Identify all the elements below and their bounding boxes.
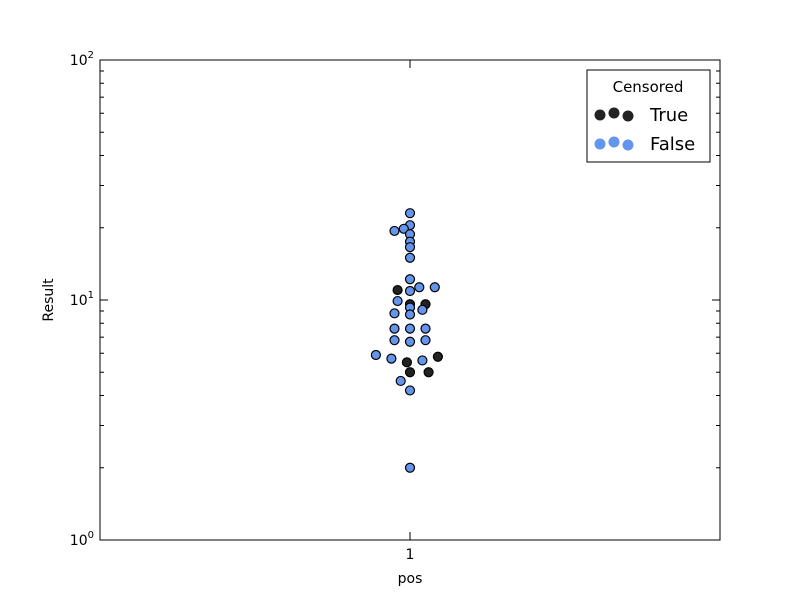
plot-area <box>370 208 443 473</box>
y-axis-label: Result <box>41 278 57 322</box>
legend-label: False <box>650 134 695 155</box>
legend-entries: True False <box>594 105 695 155</box>
legend-label: True <box>649 105 688 126</box>
data-point <box>404 385 416 396</box>
data-point <box>404 309 416 320</box>
legend: Censored True False <box>586 69 711 163</box>
data-point <box>392 284 403 296</box>
data-point <box>404 274 416 285</box>
data-point <box>420 323 431 334</box>
data-point <box>404 462 416 473</box>
data-point <box>401 357 412 368</box>
legend-marker <box>608 136 620 148</box>
data-point <box>389 308 400 319</box>
legend-marker <box>622 110 634 122</box>
data-point <box>389 225 400 237</box>
data-point <box>404 336 416 347</box>
data-point <box>404 252 416 263</box>
legend-marker <box>622 139 634 151</box>
data-point <box>420 335 431 346</box>
axis-ticks: 100 101 102 1 <box>70 50 720 563</box>
data-point <box>417 304 428 315</box>
x-tick-label: 1 <box>406 547 415 563</box>
data-point <box>432 351 443 362</box>
x-axis-label: pos <box>398 571 423 587</box>
y-tick-label: 100 <box>70 530 94 549</box>
y-tick-label: 102 <box>70 50 94 69</box>
data-point <box>386 353 397 364</box>
legend-marker <box>594 109 606 121</box>
data-point <box>414 282 425 293</box>
data-point <box>395 375 406 387</box>
legend-marker <box>608 107 620 119</box>
data-point <box>423 367 434 378</box>
data-point <box>404 285 416 297</box>
data-point <box>389 323 400 334</box>
data-point <box>404 367 416 378</box>
series-false <box>370 208 440 473</box>
legend-box <box>586 69 711 163</box>
data-point <box>404 323 416 334</box>
legend-title: Censored <box>613 78 684 96</box>
data-point <box>389 335 400 346</box>
data-point <box>370 349 381 361</box>
data-point <box>392 295 403 307</box>
data-point <box>404 242 416 253</box>
data-point <box>404 208 416 219</box>
data-point <box>429 282 440 293</box>
y-tick-label: 101 <box>70 290 94 309</box>
data-point <box>417 355 428 366</box>
legend-marker <box>594 138 606 150</box>
